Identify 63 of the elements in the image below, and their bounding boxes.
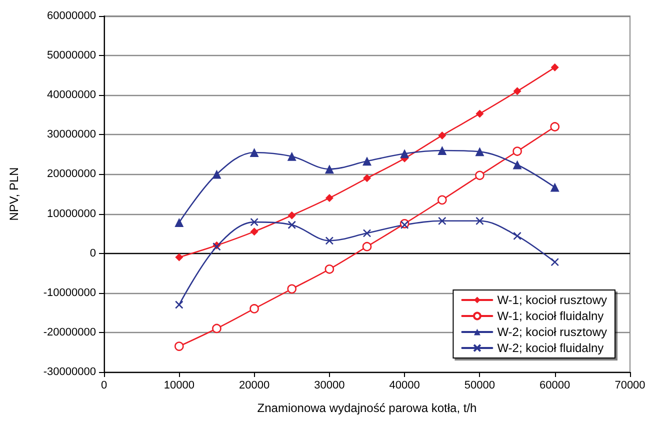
y-tick-label: 30000000 — [47, 128, 96, 141]
point — [287, 284, 297, 294]
legend-label: W-2; kocioł fluidalny — [497, 341, 604, 355]
point — [250, 148, 259, 157]
x-tick-label: 20000 — [238, 380, 270, 392]
y-tick-label: -10000000 — [43, 286, 96, 299]
point — [212, 170, 222, 179]
point — [438, 131, 446, 140]
x-tick-label: 0 — [100, 380, 108, 392]
y-axis-title: NPV, PLN — [7, 167, 21, 221]
point — [438, 195, 447, 205]
point — [513, 232, 522, 240]
point — [250, 218, 258, 226]
point — [400, 149, 410, 158]
point — [324, 164, 334, 174]
point — [362, 229, 372, 238]
point — [476, 216, 484, 226]
y-tick-label: 20000000 — [47, 168, 96, 180]
point — [475, 147, 484, 156]
point — [438, 216, 446, 226]
point — [288, 220, 296, 230]
x-tick-label: 60000 — [540, 380, 570, 392]
point — [550, 122, 560, 132]
x-tick-label: 50000 — [464, 380, 496, 392]
y-tick-label: 40000000 — [47, 89, 96, 102]
x-axis-title: Znamionowa wydajność parowa kotła, t/h — [257, 401, 477, 415]
point — [325, 236, 334, 245]
point — [363, 174, 371, 182]
y-tick-label: 10000000 — [47, 208, 96, 220]
point — [288, 211, 296, 220]
x-tick-label: 30000 — [314, 380, 345, 392]
point — [513, 87, 522, 96]
y-tick-label: 60000000 — [47, 10, 96, 22]
point — [250, 228, 258, 236]
point — [512, 160, 522, 170]
x-tick-label: 10000 — [164, 380, 194, 392]
point — [362, 156, 372, 166]
point — [475, 170, 484, 180]
point — [212, 324, 222, 334]
point — [174, 342, 184, 351]
point — [250, 304, 259, 314]
point — [438, 146, 447, 155]
point — [476, 110, 484, 118]
point — [175, 253, 184, 262]
point — [550, 258, 560, 266]
legend-label: W-1; kocioł fluidalny — [497, 309, 604, 323]
point — [362, 242, 372, 252]
y-tick-label: 50000000 — [47, 50, 96, 62]
point — [174, 300, 184, 309]
y-tick-label: -30000000 — [43, 366, 96, 378]
point — [325, 194, 334, 202]
legend-label: W-1; kocioł rusztowy — [497, 293, 608, 307]
point — [550, 182, 560, 192]
point — [550, 63, 559, 72]
y-tick-label: 0 — [90, 247, 96, 260]
legend-label: W-2; kocioł rusztowy — [497, 325, 608, 339]
y-tick-label: -20000000 — [43, 326, 96, 338]
point — [324, 264, 334, 274]
point — [174, 218, 184, 227]
point — [287, 152, 296, 161]
x-tick-label: 40000 — [389, 380, 420, 392]
x-tick-label: 70000 — [614, 380, 646, 392]
point — [512, 146, 522, 156]
